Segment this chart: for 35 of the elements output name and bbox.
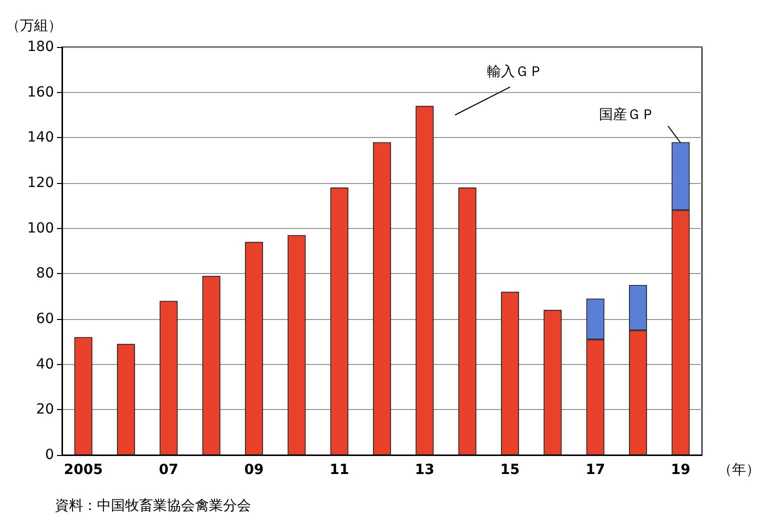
bar (544, 310, 562, 455)
bar (458, 188, 476, 455)
y-axis-title: （万組） (6, 18, 62, 34)
annotation: 輸入ＧＰ (487, 64, 543, 80)
bar (160, 300, 178, 455)
x-tick-label: 09 (244, 462, 264, 478)
bar (74, 337, 92, 455)
bar (245, 242, 263, 455)
y-tick-label: 180 (27, 39, 54, 55)
bar (416, 106, 434, 455)
x-tick-label: 2005 (64, 462, 103, 478)
y-tick-label: 140 (27, 130, 54, 146)
y-tick-label: 100 (27, 220, 54, 236)
bar (117, 344, 135, 455)
x-tick-label: 07 (158, 462, 178, 478)
x-tick-label: 19 (670, 462, 690, 478)
bar (501, 292, 519, 455)
x-tick-label: 13 (414, 462, 434, 478)
y-tick-label: 0 (45, 447, 54, 463)
bar (330, 188, 348, 455)
y-tick-label: 80 (36, 266, 54, 282)
x-tick-label: 15 (500, 462, 520, 478)
annotation: 国産ＧＰ (599, 107, 655, 123)
y-tick-label: 160 (27, 84, 54, 100)
y-tick-label: 20 (36, 402, 54, 418)
x-axis-title: （年） (718, 462, 760, 478)
y-tick-label: 40 (36, 356, 54, 372)
y-tick-label: 60 (36, 311, 54, 327)
y-tick-label: 120 (27, 175, 54, 191)
x-tick-label: 17 (586, 462, 606, 478)
bar (202, 276, 220, 455)
bar (373, 142, 391, 455)
x-tick-label: 11 (330, 462, 350, 478)
text: 資料：中国牧畜業協会禽業分会 (55, 497, 251, 514)
bar (288, 235, 306, 455)
